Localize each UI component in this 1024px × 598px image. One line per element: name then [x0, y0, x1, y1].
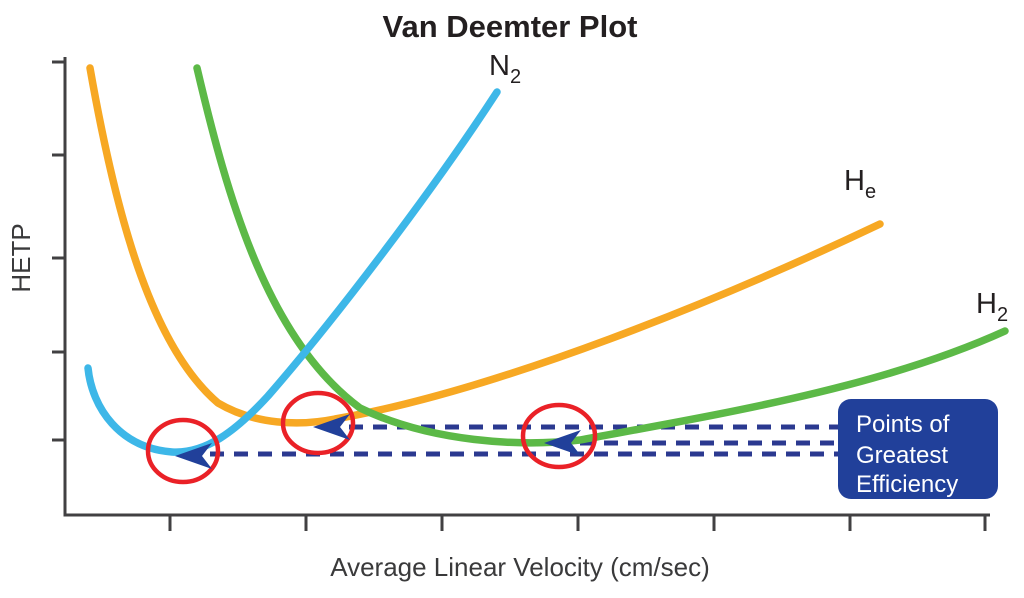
callout-box-line3: Efficiency [856, 471, 958, 498]
n2-label-main: N [489, 50, 510, 82]
he-label-main: H [844, 165, 865, 197]
left-arrow-icon-n2 [175, 443, 212, 469]
n2-label-sub: 2 [510, 66, 521, 88]
he-curve [86, 64, 884, 427]
highlight-circle-he-min [280, 390, 356, 456]
h2-curve [193, 64, 1009, 447]
callout-box-line1: Points of [856, 411, 950, 438]
axes-lines [63, 57, 990, 517]
y-axis-ticks [52, 60, 65, 442]
chart-title: Van Deemter Plot [383, 9, 638, 44]
x-axis-label: Average Linear Velocity (cm/sec) [330, 552, 710, 582]
h2-label-main: H [976, 288, 997, 320]
left-arrow-icon-he [313, 414, 350, 440]
y-axis-label: HETP [6, 223, 36, 292]
h2-label-sub: 2 [997, 304, 1008, 326]
n2-curve-label: N2 [489, 50, 521, 88]
he-curve-label: He [844, 165, 876, 203]
h2-curve-label: H2 [976, 288, 1008, 326]
highlight-circle-n2-min [145, 417, 221, 485]
left-arrow-icon-h2 [544, 430, 581, 456]
n2-curve [84, 88, 501, 456]
minima-arrows [175, 414, 581, 469]
efficiency-callout-box: Points of Greatest Efficiency [838, 399, 998, 499]
highlight-circle-h2-min [520, 402, 598, 470]
callout-box-background [838, 399, 998, 499]
he-label-sub: e [865, 181, 876, 203]
minima-highlight-circles [145, 390, 598, 485]
callout-box-line2: Greatest [856, 442, 948, 469]
x-axis-ticks [168, 515, 987, 531]
